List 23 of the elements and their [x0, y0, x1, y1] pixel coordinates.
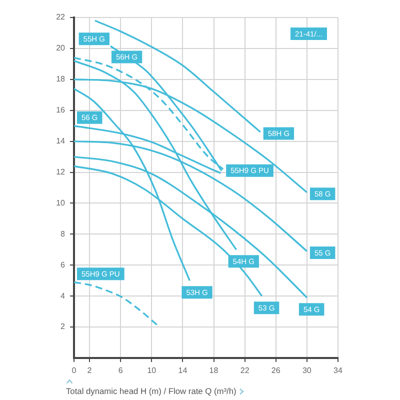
x-tick-label: 18	[209, 366, 219, 376]
y-tick-label: 4	[60, 291, 66, 300]
y-tick-label: 6	[60, 260, 66, 270]
y-tick-label: 18	[56, 74, 66, 84]
x-tick-label: 10	[147, 366, 157, 376]
y-tick-label: 22	[56, 12, 66, 22]
line-series	[74, 281, 160, 328]
y-tick-label: 14	[56, 136, 66, 146]
x-axis-title: Total dynamic head H (m) / Flow rate Q (m³/h)	[66, 386, 236, 396]
x-tick-label: 22	[240, 366, 250, 376]
y-tick-label: 12	[56, 167, 66, 176]
y-tick-label: 8	[60, 229, 66, 238]
x-tick-label: 30	[302, 366, 312, 376]
x-tick-label: 2	[87, 366, 92, 376]
y-tick-label: 10	[56, 198, 66, 208]
x-tick-label: 14	[178, 366, 188, 376]
y-tick-label: 16	[56, 106, 66, 115]
y-tick-label: 20	[56, 44, 66, 53]
x-tick-label: 26	[271, 366, 281, 376]
x-tick-label: 6	[118, 366, 124, 376]
y-tick-label: 2	[60, 322, 66, 332]
x-tick-label: 34	[334, 366, 343, 376]
x-tick-label: 0	[72, 366, 77, 376]
